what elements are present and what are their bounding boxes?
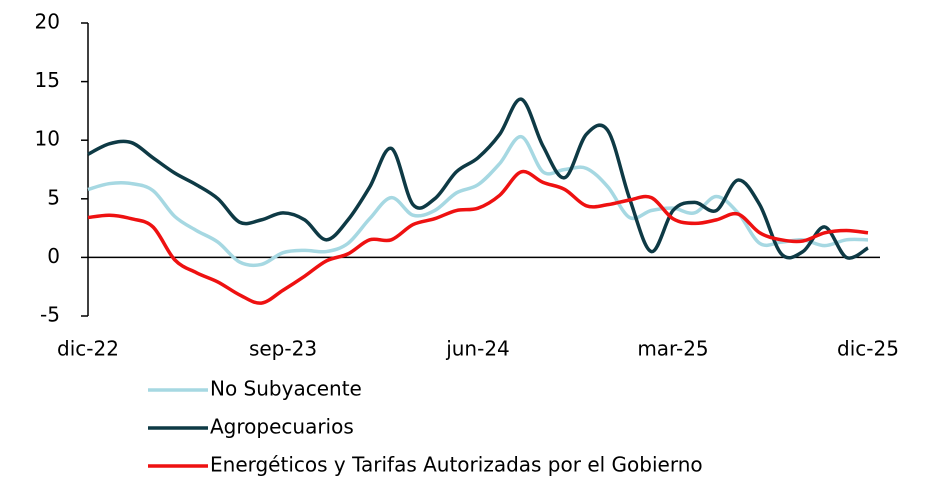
legend-label: No Subyacente xyxy=(210,377,362,401)
x-tick-label: dic-25 xyxy=(837,337,899,361)
series-line xyxy=(87,169,869,305)
y-tick-label: 20 xyxy=(35,10,60,34)
y-tick-label: 5 xyxy=(47,185,60,209)
legend-label: Energéticos y Tarifas Autorizadas por el… xyxy=(210,453,703,477)
x-tick-label: sep-23 xyxy=(249,337,317,361)
legend-label: Agropecuarios xyxy=(210,415,354,439)
x-tick-label: mar-25 xyxy=(637,337,708,361)
x-tick-label: dic-22 xyxy=(57,337,119,361)
y-tick-label: 0 xyxy=(47,244,60,268)
y-tick-label: 10 xyxy=(35,127,60,151)
y-tick-label: -5 xyxy=(40,303,60,327)
x-tick-label: jun-24 xyxy=(445,337,510,361)
series-line xyxy=(87,97,869,260)
y-tick-label: 15 xyxy=(35,68,60,92)
